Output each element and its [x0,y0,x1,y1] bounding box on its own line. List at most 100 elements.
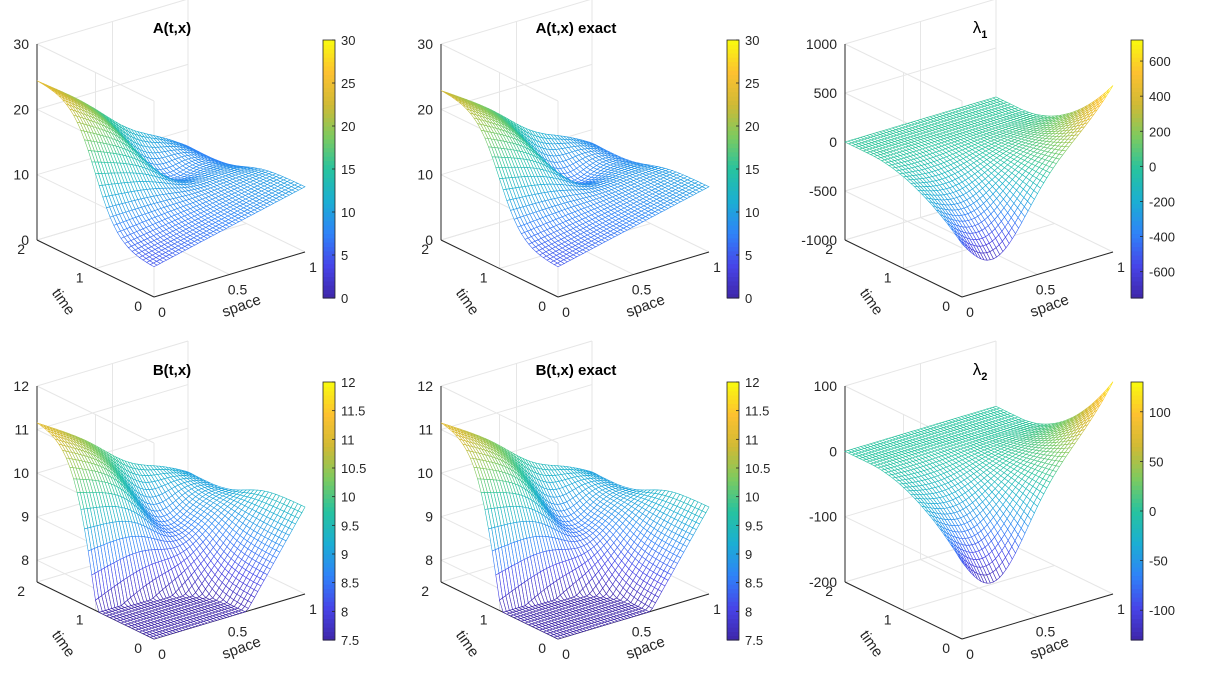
colorbar-tick-label: 20 [745,119,759,134]
colorbar-segment [323,272,335,278]
colorbar-segment [727,169,739,174]
colorbar-segment [727,78,739,84]
colorbar-segment [323,207,335,213]
z-tick-label: 0 [425,232,433,248]
colorbar-segment [727,207,739,213]
colorbar-segment [323,134,335,140]
colorbar-segment [323,173,335,179]
colorbar-segment [323,143,335,149]
colorbar-segment [727,246,739,252]
colorbar-segment [323,83,335,88]
space-tick-label: 0 [562,304,570,320]
colorbar-segment [1131,57,1143,63]
colorbar-segment [727,164,739,170]
surface-cell [1105,85,1114,95]
space-tick-label: 0.5 [1036,282,1056,298]
colorbar-segment [323,259,335,265]
z-tick-label: 20 [13,101,29,117]
colorbar-segment [323,74,335,80]
colorbar-segment [1131,164,1143,170]
colorbar-segment [323,267,335,273]
colorbar-segment [323,113,335,118]
colorbar-segment [323,95,335,101]
space-axis-line [557,251,710,298]
colorbar-segment [323,61,335,67]
colorbar-segment [727,147,739,153]
colorbar-tick-label: 200 [1149,124,1171,139]
colorbar-segment [727,177,739,183]
colorbar-segment [323,65,335,71]
colorbar-segment [727,237,739,243]
colorbar-segment [727,91,739,97]
colorbar-segment [323,233,335,239]
colorbar-segment [727,194,739,200]
colorbar-segment [1131,108,1143,114]
colorbar-segment [323,44,335,50]
colorbar-segment [323,285,335,290]
colorbar-segment [323,91,335,97]
colorbar-segment [1131,143,1143,149]
colorbar-segment [1131,151,1143,157]
colorbar-segment [323,87,335,93]
colorbar-segment [1131,293,1143,299]
colorbar-segment [727,276,739,282]
colorbar-tick-label: 15 [745,162,759,177]
colorbar-segment [323,151,335,157]
colorbar-segment [727,151,739,157]
colorbar-segment [323,160,335,166]
colorbar-segment [727,117,739,123]
colorbar-segment [727,143,739,149]
colorbar-segment [727,216,739,222]
surface-mesh [36,80,306,268]
colorbar-segment [323,246,335,252]
colorbar-segment [323,48,335,54]
chart-title: A(t,x) exact [536,20,617,37]
colorbar-segment [1131,280,1143,286]
colorbar-segment [1131,91,1143,97]
colorbar-tick-label: 10 [745,205,759,220]
z-tick-label: 30 [13,36,29,52]
surface-cell [701,184,710,189]
colorbar-segment [1131,207,1143,213]
colorbar-segment [323,255,335,260]
colorbar-segment [1131,267,1143,273]
colorbar-tick-label: 0 [745,291,752,306]
colorbar-segment [323,289,335,295]
colorbar-segment [1131,203,1143,209]
colorbar-tick-label: 30 [745,33,759,48]
space-tick-label: 1 [713,259,721,275]
colorbar-segment [1131,263,1143,269]
z-tick-label: 1000 [806,36,837,52]
colorbar-segment [1131,289,1143,295]
colorbar-segment [727,70,739,75]
colorbar-tick-label: 30 [341,33,355,48]
colorbar-segment [1131,173,1143,179]
colorbar-segment [1131,130,1143,136]
colorbar-segment [323,242,335,247]
colorbar-segment [323,250,335,256]
colorbar-segment [323,216,335,222]
colorbar-segment [1131,48,1143,54]
colorbar-segment [727,83,739,88]
space-axis-line [153,251,306,298]
colorbar-segment [1131,177,1143,183]
colorbar-segment [1131,126,1143,131]
colorbar-segment [727,272,739,278]
time-tick-label: 1 [480,270,488,286]
colorbar-segment [727,48,739,54]
surface-mesh [36,422,306,640]
colorbar-segment [323,57,335,63]
space-tick-label: 0.5 [228,282,248,298]
colorbar-segment [727,126,739,131]
colorbar-segment [727,255,739,260]
colorbar-segment [1131,83,1143,88]
colorbar-segment [1131,233,1143,239]
colorbar-segment [727,190,739,196]
z-tick-label: -500 [809,183,837,199]
colorbar-tick-label: 0 [1149,159,1156,174]
surface-mesh [844,85,1114,261]
z-tick-label: 20 [417,101,433,117]
